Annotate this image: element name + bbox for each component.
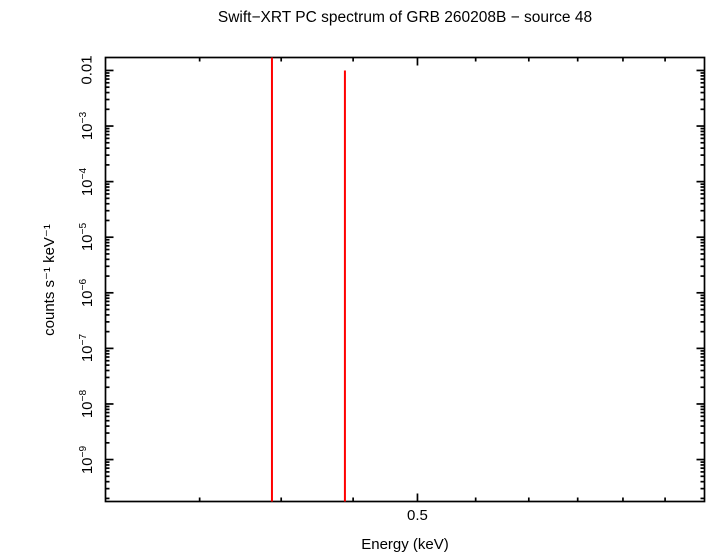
- y-tick-label: 0.01: [78, 55, 96, 86]
- y-tick-label: 10−6: [78, 278, 96, 307]
- plot-frame: [104, 56, 706, 503]
- y-tick-label: 10−4: [78, 167, 96, 196]
- y-tick-label: 10−8: [78, 389, 96, 419]
- chart-title: Swift−XRT PC spectrum of GRB 260208B − s…: [217, 9, 593, 26]
- y-tick-label: 10−9: [78, 445, 96, 474]
- x-tick-label: 0.5: [407, 507, 428, 524]
- y-tick-label: 10−3: [78, 111, 96, 141]
- x-axis-label: Energy (keV): [361, 536, 449, 553]
- y-tick-label: 10−5: [78, 223, 96, 252]
- y-tick-label: 10−7: [78, 334, 96, 363]
